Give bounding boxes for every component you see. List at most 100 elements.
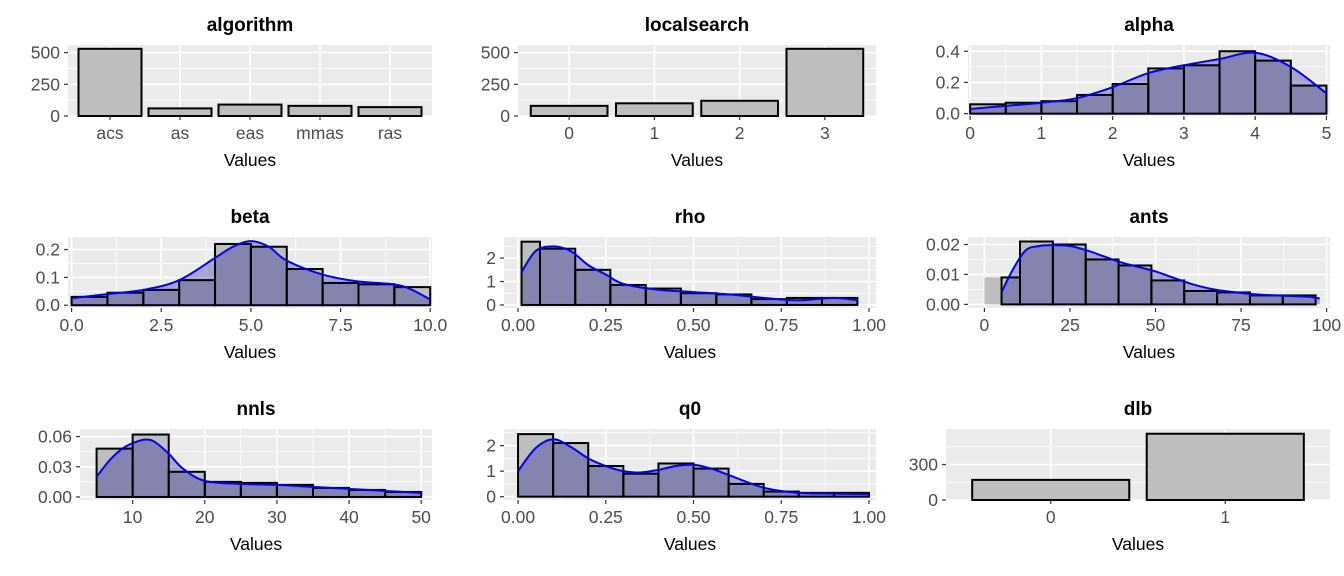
x-tick-label: 1: [1220, 507, 1230, 527]
histogram-bin: [96, 448, 133, 497]
x-tick-label: 20: [195, 507, 215, 527]
x-tick-label: 0: [965, 123, 975, 143]
x-tick-label: 0: [1046, 507, 1056, 527]
panel-ants: 0.00 0.01 0.02 0 25 50 75 100 ants Values: [926, 207, 1342, 362]
x-tick-label: 50: [411, 507, 431, 527]
panel-title: nnls: [236, 399, 275, 420]
panel-title: dlb: [1124, 399, 1153, 420]
histogram-bin: [1005, 102, 1042, 114]
x-tick-label: 5.0: [239, 315, 264, 335]
histogram-bin: [1217, 292, 1250, 305]
histogram-bin: [588, 466, 624, 497]
y-tick-label: 0.0: [936, 104, 961, 124]
histogram-bin: [1041, 101, 1078, 114]
x-tick-label: 1.00: [852, 315, 886, 335]
histogram-bin: [1183, 65, 1220, 114]
histogram-bin-outline: [832, 491, 870, 498]
panel-title: rho: [675, 207, 706, 228]
histogram-bin: [322, 282, 359, 306]
histogram-bin: [575, 269, 611, 305]
histogram-bin: [1085, 259, 1119, 305]
x-tick-label: 10: [123, 507, 143, 527]
x-tick-label: 3: [820, 123, 830, 143]
x-tick-label: 25: [1060, 315, 1079, 335]
x-tick-label: as: [171, 123, 190, 143]
histogram-bin-edge: [984, 277, 1002, 305]
x-axis-label: Values: [664, 342, 716, 362]
x-tick-label: 0: [980, 315, 990, 335]
panel-title: alpha: [1124, 15, 1174, 36]
y-tick-label: 0.2: [36, 240, 60, 260]
x-tick-label: 2: [735, 123, 745, 143]
panel-title: algorithm: [207, 15, 294, 36]
y-tick-label: 0.0: [36, 295, 61, 315]
histogram-bin: [645, 288, 681, 305]
x-tick-label: ras: [378, 123, 403, 143]
histogram-bin: [751, 299, 787, 305]
histogram-bin: [763, 491, 799, 497]
histogram-bin: [1151, 280, 1185, 305]
histogram-bin: [179, 280, 216, 306]
histogram-bin: [276, 484, 313, 497]
histogram-bin: [71, 296, 108, 306]
histogram-bin: [1118, 265, 1152, 305]
panel-title: q0: [679, 399, 701, 420]
x-axis-label: Values: [1123, 150, 1175, 170]
y-tick-label: 250: [31, 74, 60, 94]
y-tick-label: 0.1: [36, 267, 60, 287]
density-area: [96, 439, 422, 497]
histogram-bin: [349, 489, 386, 497]
x-axis-label: Values: [1112, 534, 1164, 554]
x-tick-label: 0.75: [764, 507, 798, 527]
bar-1: [1145, 432, 1305, 502]
y-tick-label: 2: [486, 436, 496, 456]
x-tick-label: 0: [564, 123, 574, 143]
x-tick-label: 7.5: [328, 315, 352, 335]
histogram-bin-edge: [518, 434, 554, 497]
x-tick-label: 5: [1322, 123, 1332, 143]
x-tick-label: 2.5: [149, 315, 173, 335]
bar-0: [971, 478, 1131, 502]
density-line: [71, 240, 431, 301]
y-tick-label: 1: [486, 272, 496, 292]
bar-acs: [77, 47, 143, 117]
histogram-bin: [168, 471, 205, 497]
x-tick-label: 100: [1312, 315, 1341, 335]
histogram-bin: [1255, 60, 1291, 114]
y-tick-label: 0.01: [926, 264, 960, 284]
histogram-bin: [539, 248, 576, 305]
histogram-bin: [132, 434, 169, 497]
panel-title: beta: [230, 207, 270, 228]
density-line: [520, 245, 858, 302]
y-tick-label: 0: [486, 295, 496, 315]
histogram-bin: [821, 297, 858, 305]
bar-2: [700, 99, 779, 117]
x-axis-label: Values: [664, 534, 716, 554]
bar-1: [615, 102, 694, 118]
histogram-bin: [1148, 68, 1184, 114]
x-tick-label: 50: [1146, 315, 1166, 335]
x-tick-label: 0.00: [501, 507, 535, 527]
y-tick-label: 0: [50, 106, 60, 126]
x-tick-label: 40: [339, 507, 359, 527]
histogram-bin-outline: [131, 433, 170, 498]
histogram-bin: [394, 287, 431, 306]
histogram-bin: [385, 491, 422, 497]
x-tick-label: 1: [1037, 123, 1047, 143]
y-tick-label: 0: [928, 490, 938, 510]
x-axis-label: Values: [230, 534, 282, 554]
histogram-bin-outline: [727, 482, 765, 498]
histogram-bin: [680, 293, 717, 305]
y-tick-label: 0.00: [38, 487, 72, 507]
x-tick-label: 3: [1179, 123, 1189, 143]
x-tick-label: 4: [1250, 123, 1260, 143]
panel-rho: 0 1 2 0.00 0.25 0.50 0.75 1.00 rho Values: [486, 207, 886, 362]
histogram-bin-outline: [1289, 84, 1328, 115]
x-tick-label: 1.00: [852, 507, 886, 527]
histogram-bin: [798, 492, 834, 497]
density-line: [95, 438, 422, 494]
histogram-bin: [240, 482, 277, 497]
y-tick-label: 0.03: [38, 457, 72, 477]
panel-localsearch: 0 250 500 0 1 2 3 localsearch Values: [481, 15, 876, 170]
